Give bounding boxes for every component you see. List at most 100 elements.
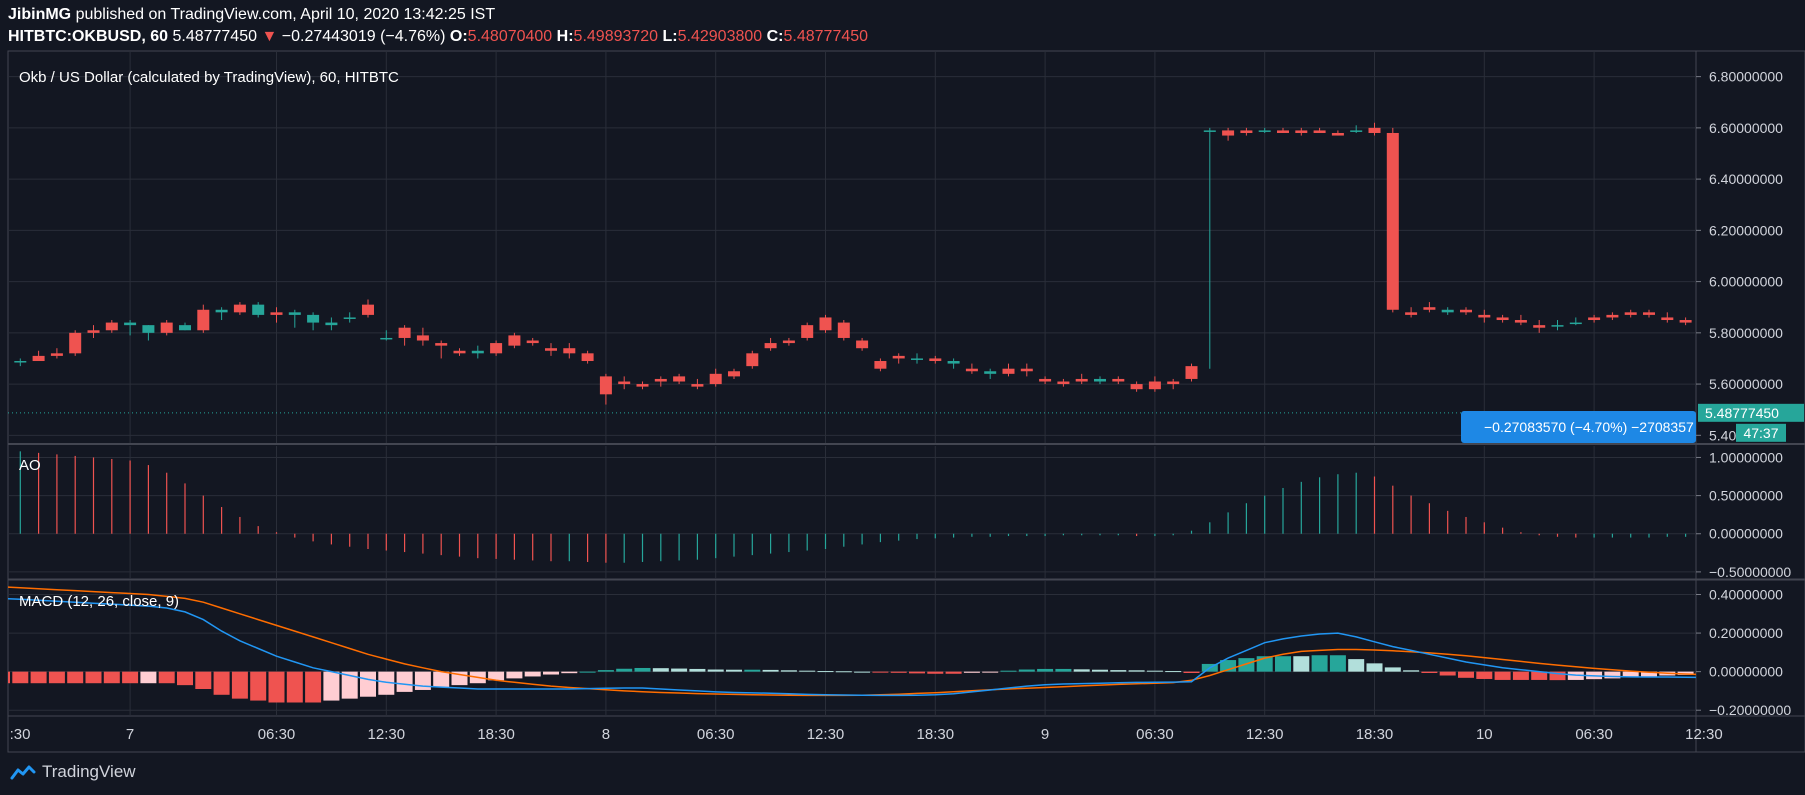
candle-body — [599, 376, 612, 395]
candle-body — [398, 327, 411, 338]
candle-body — [435, 343, 448, 346]
macd-histogram-bar — [762, 669, 779, 672]
macd-histogram-bar — [1549, 671, 1566, 681]
ao-pane-title: AO — [19, 457, 41, 474]
macd-histogram-bar — [854, 671, 871, 673]
macd-histogram-bar — [1037, 668, 1054, 672]
macd-histogram-bar — [835, 671, 852, 673]
down-triangle-icon: ▼ — [261, 28, 278, 45]
candle-body — [874, 361, 887, 369]
macd-line — [8, 597, 1696, 697]
macd-axis-tick-label: −0.20000000 — [1709, 702, 1791, 718]
candle-body — [1588, 317, 1601, 321]
ao-axis-tick-label: −0.50000000 — [1709, 564, 1791, 580]
candle-body — [1057, 381, 1070, 385]
macd-histogram-bar — [1220, 660, 1237, 672]
candle-body — [929, 358, 942, 362]
macd-histogram-bar — [1695, 671, 1696, 675]
candle-body — [1075, 378, 1088, 382]
macd-histogram-bar — [1531, 671, 1548, 680]
candle-body — [87, 330, 100, 333]
candle-body — [746, 353, 759, 367]
macd-histogram-bar — [213, 671, 230, 695]
macd-histogram-bar — [1421, 671, 1438, 673]
change-text: −0.27443019 (−4.76%) — [281, 28, 446, 45]
candle-body — [636, 384, 649, 387]
macd-axis-tick-label: 0.00000000 — [1709, 664, 1783, 680]
macd-histogram-bar — [305, 671, 322, 703]
candle-body — [1679, 320, 1692, 323]
last-price-label: 5.48777450 — [1705, 405, 1779, 421]
ao-axis-tick-label: 1.00000000 — [1709, 449, 1783, 465]
cloud-logo-icon — [10, 765, 36, 780]
macd-histogram-bar — [1293, 656, 1310, 672]
candle-body — [1130, 384, 1143, 390]
macd-histogram-bar — [817, 671, 834, 673]
countdown-label: 47:37 — [1743, 425, 1778, 441]
macd-histogram-bar — [231, 671, 248, 699]
candle-body — [1771, 315, 1783, 320]
macd-histogram-bar — [8, 671, 10, 684]
candle-body — [1569, 322, 1582, 325]
candle-body — [673, 376, 686, 382]
time-axis-label: :30 — [10, 726, 31, 743]
candle-body — [1094, 378, 1106, 382]
macd-histogram-bar — [1348, 659, 1365, 672]
candle-body — [105, 322, 118, 331]
time-axis-label: 12:30 — [1685, 726, 1723, 743]
measure-label-bg — [1461, 411, 1696, 443]
time-axis-label: 7 — [126, 726, 134, 743]
candle-body — [581, 353, 594, 362]
candle-body — [343, 317, 356, 319]
candle-body — [1350, 130, 1363, 132]
candle-body — [1039, 378, 1052, 382]
ohlc-legend: HITBTC:OKBUSD, 60 5.48777450 ▼ −0.274430… — [8, 28, 868, 50]
macd-histogram-bar — [67, 671, 84, 684]
candle-body — [801, 325, 814, 338]
macd-histogram-bar — [1000, 670, 1017, 672]
time-axis-label: 18:30 — [477, 726, 515, 743]
macd-histogram-bar — [579, 671, 596, 673]
low-value: 5.42903800 — [677, 28, 763, 45]
price-axis-tick-label: 5.60000000 — [1709, 376, 1783, 392]
macd-histogram-bar — [506, 671, 523, 679]
macd-histogram-bar — [872, 671, 889, 673]
candle-body — [1496, 317, 1509, 321]
time-axis-label: 8 — [602, 726, 610, 743]
macd-histogram-bar — [909, 671, 925, 674]
candle-body — [142, 325, 155, 333]
candle-body — [32, 355, 45, 362]
macd-histogram-bar — [1458, 671, 1474, 678]
macd-histogram-bar — [927, 671, 944, 674]
candle-body — [1514, 320, 1527, 323]
candle-body — [1606, 314, 1619, 318]
time-axis-label: 18:30 — [917, 726, 955, 743]
macd-histogram-bar — [250, 671, 267, 701]
candle-body — [984, 371, 997, 374]
macd-histogram-bar — [360, 671, 376, 697]
macd-histogram-bar — [378, 671, 395, 695]
tradingview-logo[interactable]: TradingView — [10, 761, 136, 783]
macd-histogram-bar — [799, 670, 816, 672]
macd-histogram-bar — [341, 671, 358, 699]
macd-histogram-bar — [1403, 670, 1420, 672]
candle-body — [233, 304, 246, 313]
candle-body — [526, 340, 539, 344]
candle-body — [1295, 130, 1308, 133]
macd-histogram-bar — [122, 671, 139, 684]
candle-body — [325, 322, 338, 326]
publish-info: JibinMG published on TradingView.com, Ap… — [8, 6, 495, 28]
candle-body — [1441, 309, 1454, 313]
author-name[interactable]: JibinMG — [8, 6, 72, 23]
macd-histogram-bar — [671, 668, 688, 672]
close-value: 5.48777450 — [783, 28, 869, 45]
macd-histogram-bar — [177, 671, 193, 686]
candle-body — [1533, 325, 1546, 328]
high-value: 5.49893720 — [573, 28, 659, 45]
candle-body — [1331, 132, 1344, 136]
pane-bg-1 — [8, 446, 1696, 578]
macd-histogram-bar — [1055, 668, 1072, 672]
time-axis-label: 06:30 — [1136, 726, 1174, 743]
candle-body — [691, 384, 704, 387]
